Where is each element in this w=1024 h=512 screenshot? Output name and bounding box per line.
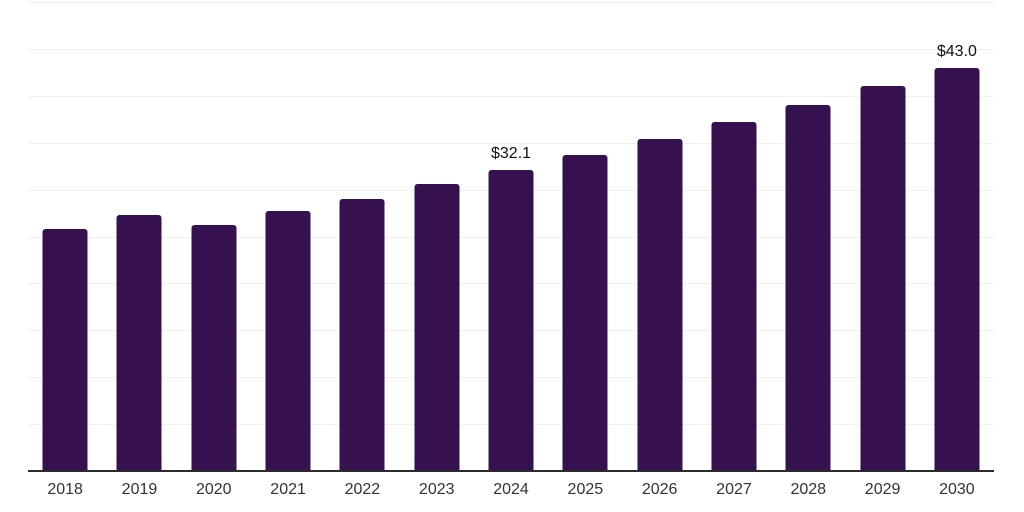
- gridline-35: [28, 142, 994, 144]
- x-tick-label-2026: 2026: [641, 481, 678, 498]
- bar-group-2023: 2023: [400, 2, 474, 498]
- bar-2019: [116, 214, 162, 471]
- bar-group-2021: 2021: [251, 2, 325, 498]
- bar-group-2019: 2019: [102, 2, 176, 498]
- bar-group-2022: 2022: [325, 2, 399, 498]
- bar-group-2029: 2029: [845, 2, 919, 498]
- x-tick-label-2029: 2029: [864, 481, 901, 498]
- bar-value-label-2030: $43.0: [936, 42, 977, 60]
- bar-2025: [562, 154, 608, 471]
- x-tick-label-2028: 2028: [790, 481, 827, 498]
- gridline-40: [28, 95, 994, 97]
- bar-2022: [339, 198, 385, 471]
- bar-2030: [934, 67, 980, 471]
- bar-value-label-2024: $32.1: [491, 144, 532, 162]
- bar-2023: [414, 183, 460, 471]
- bar-group-2020: 2020: [177, 2, 251, 498]
- x-axis-line: [28, 470, 994, 472]
- gridline-45: [28, 48, 994, 50]
- x-tick-label-2020: 2020: [195, 481, 232, 498]
- bar-2020: [191, 225, 237, 471]
- bar-2027: [711, 122, 757, 471]
- bar-group-2026: 2026: [623, 2, 697, 498]
- x-tick-label-2018: 2018: [47, 481, 83, 498]
- x-tick-label-2024: 2024: [493, 481, 529, 498]
- bar-2029: [860, 86, 906, 471]
- bars-container: 2018 2019 2020 2021 2022 2023 $32.1 2024 2025 202…: [28, 2, 994, 498]
- x-tick-label-2019: 2019: [121, 481, 158, 498]
- bar-2028: [785, 105, 831, 471]
- x-tick-label-2030: 2030: [939, 481, 975, 498]
- bar-2024: [488, 169, 534, 471]
- x-tick-label-2022: 2022: [344, 481, 381, 498]
- bar-2026: [637, 138, 683, 471]
- bar-group-2027: 2027: [697, 2, 771, 498]
- bar-group-2024: $32.1 2024: [474, 2, 548, 498]
- plot-area: 2018 2019 2020 2021 2022 2023 $32.1 2024 2025 202…: [28, 2, 994, 498]
- bar-2021: [265, 211, 311, 471]
- bar-2018: [42, 229, 88, 471]
- x-tick-label-2021: 2021: [270, 481, 306, 498]
- gridline-50: [28, 2, 994, 3]
- x-tick-label-2025: 2025: [567, 481, 604, 498]
- bar-group-2025: 2025: [548, 2, 622, 498]
- x-tick-label-2023: 2023: [418, 481, 455, 498]
- bar-group-2030: $43.0 2030: [920, 2, 994, 498]
- bar-group-2028: 2028: [771, 2, 845, 498]
- bar-group-2018: 2018: [28, 2, 102, 498]
- x-tick-label-2027: 2027: [716, 481, 752, 498]
